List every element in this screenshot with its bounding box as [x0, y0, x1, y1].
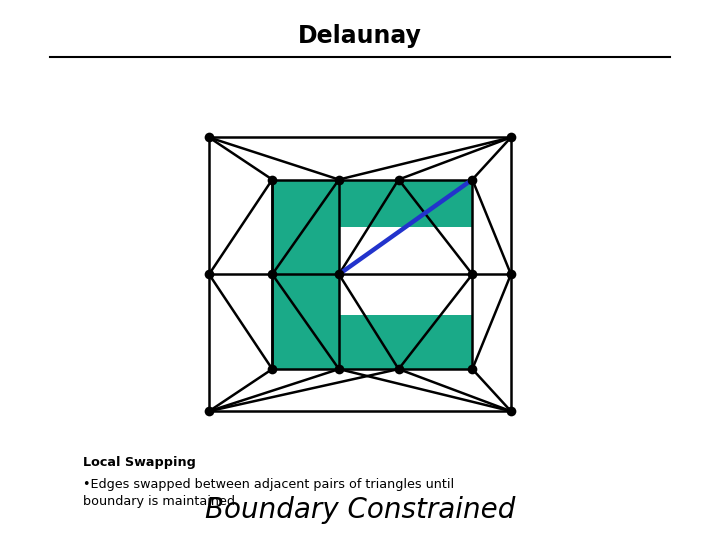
Text: Boundary Constrained: Boundary Constrained [204, 496, 516, 524]
Polygon shape [339, 315, 472, 369]
Polygon shape [272, 179, 339, 369]
Text: •Edges swapped between adjacent pairs of triangles until
boundary is maintained: •Edges swapped between adjacent pairs of… [83, 478, 454, 508]
Polygon shape [339, 179, 472, 227]
Text: Local Swapping: Local Swapping [83, 456, 196, 469]
Text: Delaunay: Delaunay [298, 24, 422, 48]
